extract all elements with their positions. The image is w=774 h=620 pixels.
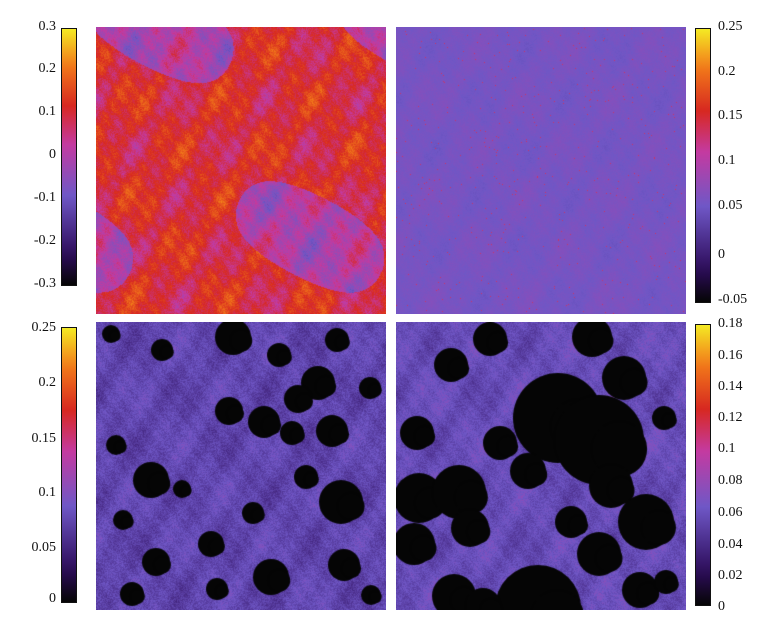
colorbar-tick-label: 0.18 (718, 316, 743, 331)
colorbar-tick-label: 0.08 (718, 473, 743, 488)
colorbar-tick-label: 0.12 (718, 410, 743, 425)
colorbar-bottom-left (61, 327, 77, 603)
colorbar-tick-label: 0.2 (38, 61, 57, 76)
colorbar-tick-label: 0.1 (718, 441, 736, 456)
colorbar-tick-label: 0.04 (718, 537, 743, 552)
colorbar-tick-label: 0 (49, 147, 56, 162)
colorbar-tick-label: 0.1 (718, 153, 736, 168)
simulation-image-bottom-right (396, 322, 686, 610)
colorbar-tick-label: 0 (718, 599, 725, 614)
colorbar-top-right (695, 28, 711, 303)
colorbar-tick-label: 0.2 (38, 375, 57, 390)
colorbar-tick-label: 0.25 (31, 320, 57, 335)
simulation-image-bottom-left (96, 322, 386, 610)
colorbar-tick-label: 0.05 (718, 198, 743, 213)
colorbar-tick-label: 0.2 (718, 64, 736, 79)
colorbar-tick-label: 0.1 (38, 485, 57, 500)
colorbar-tick-label: 0.3 (38, 19, 57, 34)
simulation-panel-top-left (96, 27, 386, 314)
colorbar-tick-label: 0.25 (718, 19, 743, 34)
colorbar-top-left (61, 28, 77, 286)
simulation-panel-bottom-left (96, 322, 386, 610)
colorbar-tick-label: -0.3 (33, 276, 56, 291)
colorbar-tick-label: 0.15 (31, 431, 57, 446)
colorbar-tick-label: 0.15 (718, 108, 743, 123)
simulation-image-top-right (396, 27, 686, 314)
colorbar-bottom-right (695, 324, 711, 606)
colorbar-tick-label: -0.1 (33, 190, 56, 205)
colorbar-tick-label: 0.06 (718, 505, 743, 520)
colorbar-tick-label: 0.16 (718, 348, 743, 363)
colorbar-tick-label: 0.02 (718, 568, 743, 583)
colorbar-tick-label: 0 (49, 591, 56, 606)
colorbar-tick-label: 0.14 (718, 379, 743, 394)
simulation-image-top-left (96, 27, 386, 314)
colorbar-tick-label: 0.05 (31, 540, 57, 555)
simulation-panel-top-right (396, 27, 686, 314)
simulation-panel-bottom-right (396, 322, 686, 610)
colorbar-tick-label: -0.05 (718, 292, 748, 307)
colorbar-tick-label: 0 (718, 247, 725, 262)
colorbar-tick-label: 0.1 (38, 104, 57, 119)
colorbar-tick-label: -0.2 (33, 233, 56, 248)
